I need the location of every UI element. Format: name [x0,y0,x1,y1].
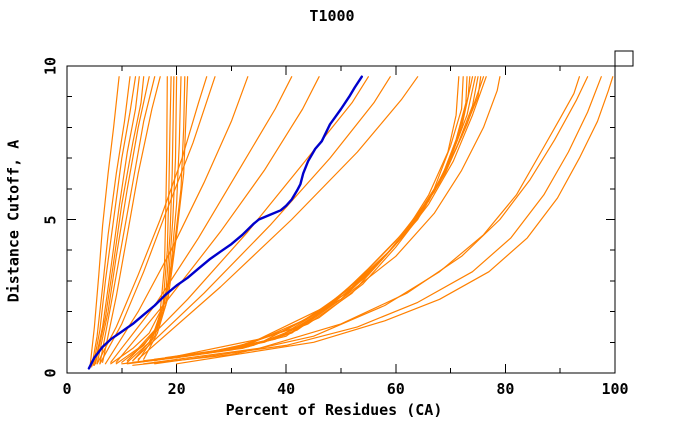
series-line-model-c1 [96,76,208,365]
series-line-model-d4 [137,76,471,363]
plot-border [66,65,616,374]
series-line-model-b2 [115,76,172,365]
x-tick-label: 100 [601,380,629,398]
series-line-model-e4 [176,76,614,365]
y-tick-label: 5 [41,214,60,225]
y-tick-label: 0 [41,368,60,378]
series-line-model-e3 [154,76,602,365]
series-line-model-e2 [143,76,589,365]
x-tick-label: 20 [167,380,186,398]
series-line-model-c6 [126,76,369,362]
series-line-model-c3 [104,76,249,365]
series-line-model-a2 [91,76,131,368]
x-tick-label: 80 [496,380,515,398]
x-tick-label: 40 [277,380,296,398]
series-line-model-b6 [137,76,186,362]
series-line-model-a1 [89,76,120,368]
series-line-model-d9 [165,76,485,359]
series-line-model-a8 [101,76,161,363]
y-axis-label: Distance Cutoff, A [4,139,23,303]
legend-key-box [614,50,634,67]
series-line-model-a7 [99,76,156,365]
series-line-model-c4 [110,76,293,363]
series-line-model-f1 [154,76,501,362]
series-line-model-e1 [132,76,581,366]
series-line-model-a4 [93,76,140,366]
series-line-model-c8 [137,76,419,360]
series-line-model-a3 [92,76,137,366]
y-tick-label: 10 [41,56,60,76]
x-tick-label: 60 [386,380,405,398]
series-line-model-c5 [115,76,320,363]
series-line-model-c2 [99,76,216,365]
chart-title: T1000 [309,7,355,25]
x-axis-label: Percent of Residues (CA) [225,401,443,419]
series-line-model-a6 [96,76,150,365]
series-line-model-b1 [110,76,168,365]
series-line-highlighted-model [87,75,363,370]
series-line-model-d10 [176,76,487,359]
x-tick-label: 0 [62,380,72,398]
series-line-model-c7 [132,76,391,362]
series-line-model-a5 [94,76,145,365]
series-line-model-b7 [143,76,189,360]
